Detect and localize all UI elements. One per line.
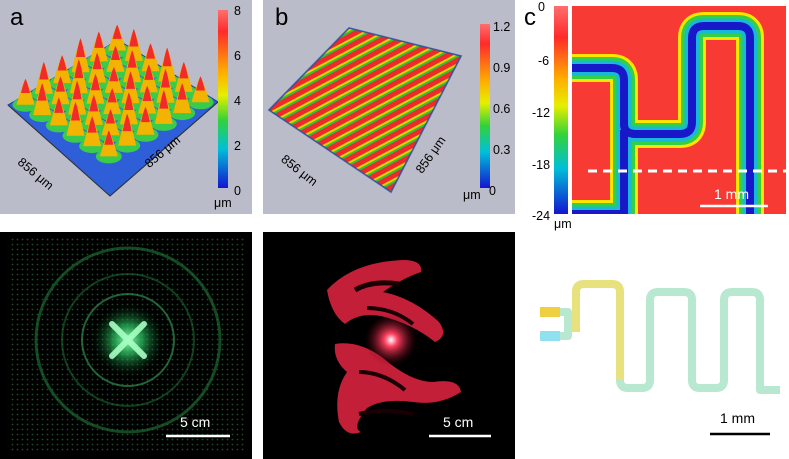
panel-a-label: a — [10, 4, 24, 31]
panel-a-peak-tip — [179, 61, 189, 79]
panel-a-peak-tip — [92, 52, 102, 70]
red-dolphin-panel: 5 cm — [263, 232, 515, 459]
panel-a-peak-tip — [124, 92, 134, 111]
panel-a-peak-tip — [91, 73, 100, 91]
panel-b-cbar-tick-3: 0.3 — [493, 143, 511, 157]
panel-c-colorbar — [554, 6, 568, 214]
panel-a-peak-tip — [177, 83, 187, 100]
panel-b-cbar-tick-1: 0.9 — [493, 61, 511, 75]
panel-a-peak-tip — [74, 59, 84, 79]
panel-a-peak-tip — [76, 38, 85, 57]
panel-a-cbar-tick-2: 4 — [234, 94, 241, 108]
panel-b-colorbar — [480, 24, 490, 188]
panel-a-peak-tip — [37, 83, 47, 101]
panel-a: a 856 μm 856 μm 8 6 4 2 0 μm — [0, 0, 252, 214]
panel-a-peak-tip — [54, 97, 64, 113]
panel-a-peak-tip — [94, 31, 104, 48]
panel-c-cbar-tick-4: -24 — [532, 209, 551, 223]
panel-a-peak-tip — [87, 116, 97, 133]
panel-a-peak-tip — [144, 64, 154, 80]
panel-a-peak-tip — [141, 106, 150, 123]
green-scalebar-label: 5 cm — [180, 414, 211, 430]
panel-a-peak-tip — [89, 94, 99, 112]
panel-c-cbar-tick-3: -18 — [532, 158, 551, 172]
panel-a-peak-tip — [126, 71, 135, 89]
panel-a-peak-tip — [142, 85, 152, 101]
panel-a-peak-tip — [127, 50, 137, 68]
panel-a-peak-tip — [104, 130, 114, 145]
panel-b: b 856 μm 856 μm 1.2 0.9 0.6 0.3 0 μm — [263, 0, 515, 214]
panel-a-peak-tip — [146, 43, 155, 59]
panel-a-peak-tip — [21, 78, 30, 94]
panel-b-cbar-tick-4: 0 — [489, 184, 496, 198]
panel-c-cbar-tick-0: 0 — [538, 0, 545, 14]
panel-a-peak-tip — [109, 66, 119, 82]
panel-a-cbar-tick-3: 2 — [234, 139, 241, 153]
panel-b-label: b — [275, 4, 289, 31]
panel-a-peak-tip — [57, 55, 67, 71]
panel-a-cbar-unit: μm — [214, 196, 232, 210]
panel-a-peak-tip — [111, 45, 120, 61]
panel-b-surface-plot — [267, 26, 463, 194]
panel-a-peak-tip — [122, 113, 132, 132]
panel-a-cbar-tick-1: 6 — [234, 49, 241, 63]
panel-c-cbar-tick-2: -12 — [532, 106, 551, 120]
panel-a-peak-tip — [107, 88, 117, 103]
panel-a-peak-tip — [106, 109, 115, 124]
panel-a-surface-plot — [7, 24, 219, 197]
green-diffraction-panel: 5 cm — [0, 232, 252, 459]
panel-a-cbar-tick-4: 0 — [234, 184, 241, 198]
panel-c: c 0 -6 -12 -18 -24 μm 1 mm — [520, 0, 789, 232]
panel-b-cbar-tick-2: 0.6 — [493, 102, 511, 116]
panel-b-cbar-tick-0: 1.2 — [493, 20, 511, 34]
panel-c-scalebar-label: 1 mm — [714, 186, 749, 202]
panel-c-cbar-tick-1: -6 — [538, 54, 550, 68]
panel-a-peak-tip — [159, 89, 169, 109]
panel-a-colorbar — [218, 10, 228, 188]
panel-c-height-map — [572, 6, 786, 214]
panel-a-peak-tip — [196, 76, 205, 91]
panel-c-cbar-unit: μm — [554, 217, 572, 231]
panel-b-cbar-unit: μm — [463, 188, 481, 202]
red-scalebar-label: 5 cm — [443, 414, 474, 430]
micrograph-scalebar-label: 1 mm — [720, 410, 755, 426]
panel-a-peak-tip — [129, 28, 139, 47]
panel-a-peak-tip — [162, 47, 172, 67]
panel-a-peak-tip — [112, 24, 122, 39]
panel-a-peak-tip — [72, 80, 82, 100]
panel-a-peak-tip — [56, 76, 65, 92]
panel-c-label: c — [524, 4, 536, 31]
green-diffraction-image — [10, 236, 244, 452]
channel-micrograph-panel: 1 mm — [520, 232, 789, 459]
red-dolphin-image — [327, 260, 491, 438]
panel-a-peak-tip — [71, 101, 80, 121]
panel-a-peak-tip — [161, 68, 170, 88]
panel-a-peak-tip — [39, 61, 49, 80]
panel-a-cbar-tick-0: 8 — [234, 4, 241, 18]
channel-micrograph-image — [540, 280, 780, 436]
